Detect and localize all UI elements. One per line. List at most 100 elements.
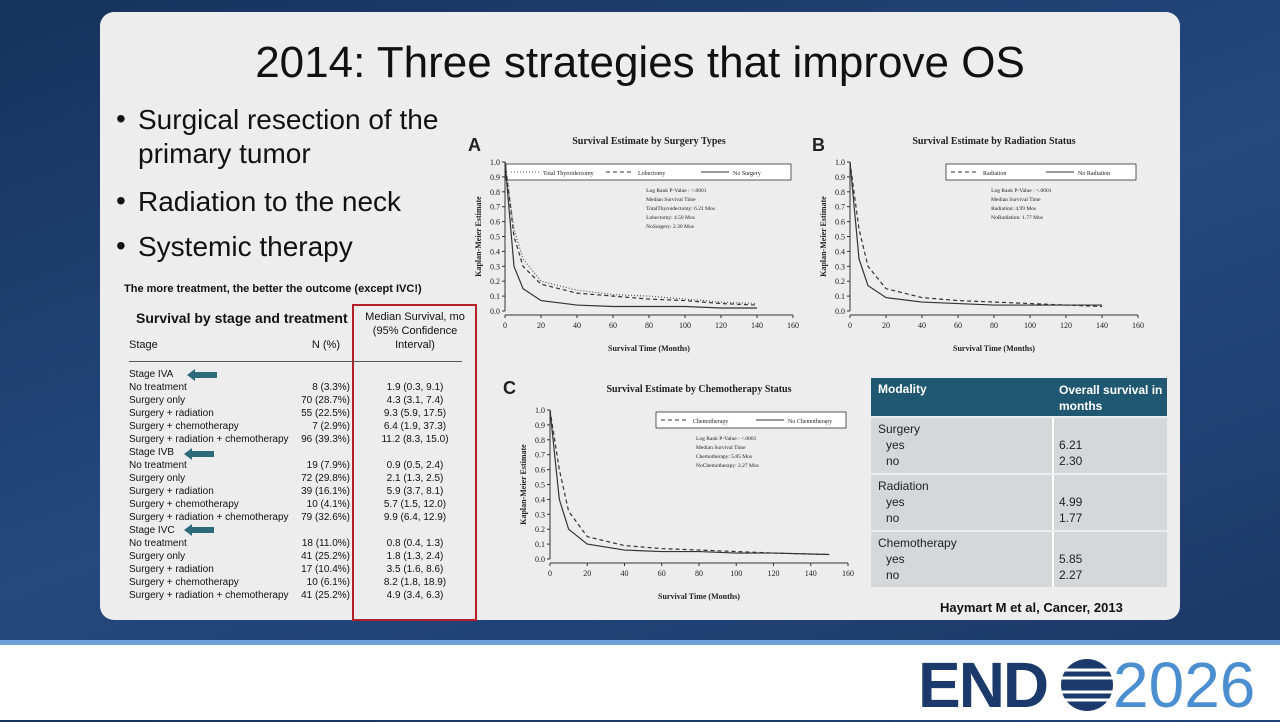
cell-survival: 11.2 (8.3, 15.0) [381,434,449,445]
highlight-box [352,304,477,621]
group-name: Chemotherapy [878,536,957,550]
x-tick-label: 160 [1132,321,1144,330]
y-tick-label: 1.0 [535,406,545,415]
y-tick-label: 0.5 [535,481,545,490]
cell-n: 39 (16.1%) [301,486,350,497]
row-label: Surgery + radiation [129,408,214,419]
x-tick-label: 80 [645,321,653,330]
y-tick-label: 0.9 [835,173,845,182]
annotation: NoRadiation: 1.77 Mos [991,215,1043,221]
x-tick-label: 100 [679,321,691,330]
column-rule [1052,475,1054,530]
row-label: No treatment [129,538,187,549]
y-tick-label: 0.3 [535,510,545,519]
survival-curve [549,409,830,556]
y-tick-label: 0.4 [535,495,545,504]
cell-survival: 9.9 (6.4, 12.9) [383,512,447,523]
stage-label: Stage IVB [129,447,175,458]
legend-label: Lobectomy [638,171,665,177]
row-value: 2.30 [1059,454,1083,468]
annotation: NoSurgery: 2.30 Mos [646,224,694,230]
annotation: Chemotherapy: 5.85 Mos [696,454,752,460]
legend-label: Chemotherapy [693,419,728,425]
survival-curve [504,161,757,309]
cell-survival: 9.3 (5.9, 17.5) [383,408,447,419]
stage-label: Stage IVA [129,369,174,380]
y-tick-label: 0.2 [490,277,500,286]
row-label: Surgery only [129,473,186,484]
cell-survival: 0.8 (0.4, 1.3) [386,538,444,549]
x-axis-label: Survival Time (Months) [658,592,740,601]
x-tick-label: 0 [548,569,552,578]
cell-survival: 8.2 (1.8, 18.9) [383,577,447,588]
row-label: Surgery + radiation + chemotherapy [129,512,289,523]
annotation: Median Survival Time [991,197,1041,203]
legend-label: No Chemotherapy [788,419,832,425]
x-axis-label: Survival Time (Months) [953,344,1035,353]
row-value: 2.27 [1059,568,1083,582]
survival-curve [849,161,1103,308]
y-axis-label: Kaplan-Meier Estimate [474,196,483,277]
x-tick-label: 40 [573,321,581,330]
x-tick-label: 160 [842,569,854,578]
stage-label: Stage IVC [129,525,175,536]
row-label: yes [886,495,905,509]
chart-title: Survival Estimate by Chemotherapy Status [606,384,791,395]
row-label: Surgery + radiation + chemotherapy [129,590,289,601]
arrow [187,369,217,381]
cell-survival: 1.9 (0.3, 9.1) [386,382,444,393]
cell-survival: 5.9 (3.7, 8.1) [386,486,444,497]
row-label: no [886,454,900,468]
y-axis-label: Kaplan-Meier Estimate [519,444,528,525]
slide-title: 2014: Three strategies that improve OS [255,38,1025,87]
cell-n: 10 (4.1%) [306,499,350,510]
annotation: Lobectomy: 4.50 Mos [646,215,695,221]
panel-letter: A [468,135,481,155]
arrow [184,524,214,536]
legend-box [655,411,847,429]
survival-curve [504,161,758,305]
row-value: 1.77 [1059,511,1083,525]
row-label: Surgery + chemotherapy [129,421,239,432]
panel-letter: C [503,378,516,398]
column-rule [1052,532,1054,587]
x-tick-label: 40 [621,569,629,578]
y-tick-label: 0.9 [490,173,500,182]
row-value: 5.85 [1059,552,1083,566]
row-label: No treatment [129,460,187,471]
bullet: Radiation to the neck [138,186,402,217]
x-tick-label: 60 [658,569,666,578]
group-name: Radiation [878,479,929,493]
row-label: yes [886,438,905,452]
annotation: Radiation: 4.99 Mos [991,206,1036,212]
row-value: 6.21 [1059,438,1083,452]
y-tick-label: 0.6 [490,218,500,227]
cell-survival: 2.1 (1.3, 2.5) [386,473,444,484]
x-tick-label: 80 [695,569,703,578]
row-value: 4.99 [1059,495,1083,509]
x-tick-label: 60 [609,321,617,330]
group-bg [871,532,1167,587]
annotation: Median Survival Time [646,197,696,203]
modality-header-bg [871,378,1167,416]
legend-label: No Radiation [1078,171,1110,177]
legend-label: Radiation [983,171,1006,177]
x-tick-label: 80 [990,321,998,330]
y-tick-label: 0.8 [835,188,845,197]
x-tick-label: 0 [848,321,852,330]
citation: Haymart M et al, Cancer, 2013 [940,600,1123,615]
cell-survival: 4.9 (3.4, 6.3) [386,590,444,601]
annotation: Log Rank P-Value : <.0001 [991,188,1052,194]
x-tick-label: 20 [583,569,591,578]
x-tick-label: 120 [715,321,727,330]
x-tick-label: 0 [503,321,507,330]
chart-title: Survival Estimate by Radiation Status [912,136,1075,147]
row-label: Surgery only [129,551,186,562]
logo-left: END [918,649,1049,721]
y-tick-label: 0.7 [535,451,545,460]
bullet: Surgical resection of the primary tumor [138,104,439,169]
x-tick-label: 20 [537,321,545,330]
row-label: no [886,568,900,582]
x-tick-label: 40 [918,321,926,330]
